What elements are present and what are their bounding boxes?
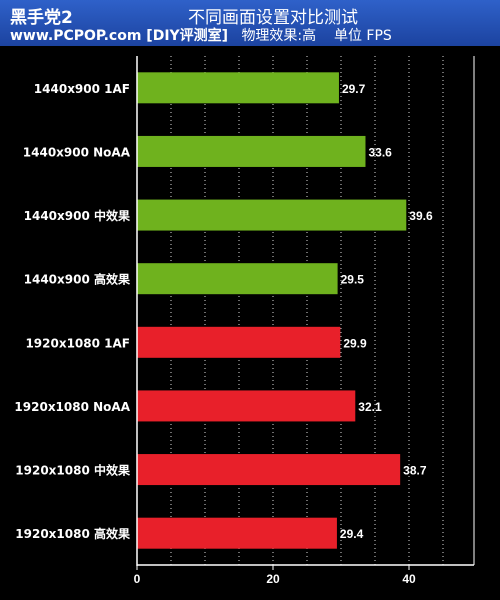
x-tick-label: 40 [402, 572, 416, 586]
bar-value-label: 38.7 [403, 464, 427, 478]
bar [137, 199, 407, 231]
bar [137, 517, 337, 549]
bar-value-label: 29.5 [341, 273, 365, 287]
category-label: 1440x900 中效果 [24, 208, 130, 223]
category-label: 1920x1080 1AF [25, 336, 130, 350]
chart-subtitle: www.PCPOP.com [DIY评测室] 物理效果:高 单位 FPS [10, 25, 392, 45]
category-label: 1440x900 高效果 [24, 272, 130, 287]
physics-setting: 物理效果:高 [241, 28, 317, 44]
bar [137, 326, 341, 358]
bar-chart: 29.7 1440x900 1AF 33.6 1440x900 NoAA 39.6 144… [14, 56, 475, 586]
bar-value-label: 32.1 [358, 400, 382, 414]
category-label: 1920x1080 中效果 [15, 463, 130, 478]
category-label: 1440x900 NoAA [23, 145, 131, 159]
category-label: 1920x1080 NoAA [14, 400, 130, 414]
x-tick-label: 0 [134, 572, 141, 586]
bar-value-label: 29.9 [343, 336, 367, 350]
bar [137, 72, 339, 104]
bar [137, 135, 366, 167]
chart-header: 黑手党2 不同画面设置对比测试 www.PCPOP.com [DIY评测室] 物… [0, 0, 500, 46]
bar [137, 390, 356, 422]
bar-value-label: 33.6 [368, 145, 392, 159]
bar-value-label: 29.7 [342, 82, 366, 96]
x-tick-label: 20 [266, 572, 280, 586]
unit-label: 单位 FPS [333, 28, 392, 44]
chart-title: 不同画面设置对比测试 [188, 8, 358, 28]
game-title: 黑手党2 [10, 8, 73, 28]
category-label: 1920x1080 高效果 [15, 526, 130, 541]
bar [137, 454, 401, 486]
bar [137, 263, 338, 295]
site-label: www.PCPOP.com [DIY评测室] [10, 28, 229, 44]
bar-value-label: 29.4 [340, 527, 364, 541]
bar-value-label: 39.6 [409, 209, 433, 223]
category-label: 1440x900 1AF [34, 82, 130, 96]
